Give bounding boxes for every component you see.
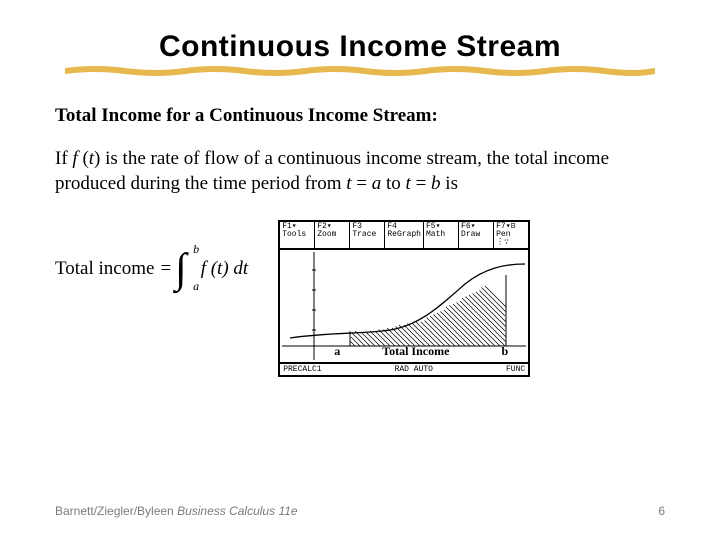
calc-menu-item: F5▾Math (424, 222, 459, 248)
calc-menu-item: F3Trace (350, 222, 385, 248)
integral-upper: b (193, 242, 199, 257)
slide-footer: Barnett/Ziegler/Byleen Business Calculus… (55, 504, 665, 518)
t-suffix: is (441, 173, 458, 194)
calc-plot-area: a Total Income b (280, 250, 528, 362)
page-number: 6 (658, 504, 665, 518)
formula-equals: = (160, 258, 171, 280)
calc-menu-item: F7▾⊟Pen ⋮∵ (494, 222, 528, 248)
definition-text: If f (t) is the rate of flow of a contin… (55, 147, 665, 196)
t-eq1: = (352, 173, 372, 194)
calc-menu-item: F4ReGraph (385, 222, 424, 248)
calc-menu-item: F2▾Zoom (315, 222, 350, 248)
integral-lower: a (193, 279, 199, 294)
title-underline (65, 66, 655, 76)
footer-book: Business Calculus 11e (177, 504, 298, 518)
formula-lhs: Total income (55, 258, 154, 280)
calc-menu-item: F1▾Tools (280, 222, 315, 248)
calc-menu-bar: F1▾ToolsF2▾ZoomF3TraceF4ReGraphF5▾MathF6… (280, 222, 528, 250)
formula-block: Total income = ∫ b a f (t) dt (55, 220, 248, 292)
integral-symbol: ∫ b a f (t) dt (175, 246, 248, 292)
t-mid2: to (381, 173, 405, 194)
t-mid1: is the rate of flow of a continuous inco… (55, 148, 609, 194)
calc-menu-item: F6▾Draw (459, 222, 494, 248)
integrand: f (t) dt (201, 258, 249, 280)
status-right: FUNC (506, 365, 525, 374)
section-subtitle: Total Income for a Continuous Income Str… (55, 105, 665, 127)
calculator-screenshot: F1▾ToolsF2▾ZoomF3TraceF4ReGraphF5▾MathF6… (278, 220, 530, 377)
footer-authors: Barnett/Ziegler/Byleen (55, 504, 177, 518)
status-mid: RAD AUTO (395, 365, 433, 374)
slide-title: Continuous Income Stream (55, 30, 665, 64)
t-func: f (72, 148, 82, 169)
calc-status-bar: PRECALC1 RAD AUTO FUNC (280, 362, 528, 375)
t-b: b (431, 173, 441, 194)
t-a: a (372, 173, 382, 194)
status-left: PRECALC1 (283, 365, 321, 374)
t-eq2: = (411, 173, 431, 194)
t-prefix: If (55, 148, 72, 169)
